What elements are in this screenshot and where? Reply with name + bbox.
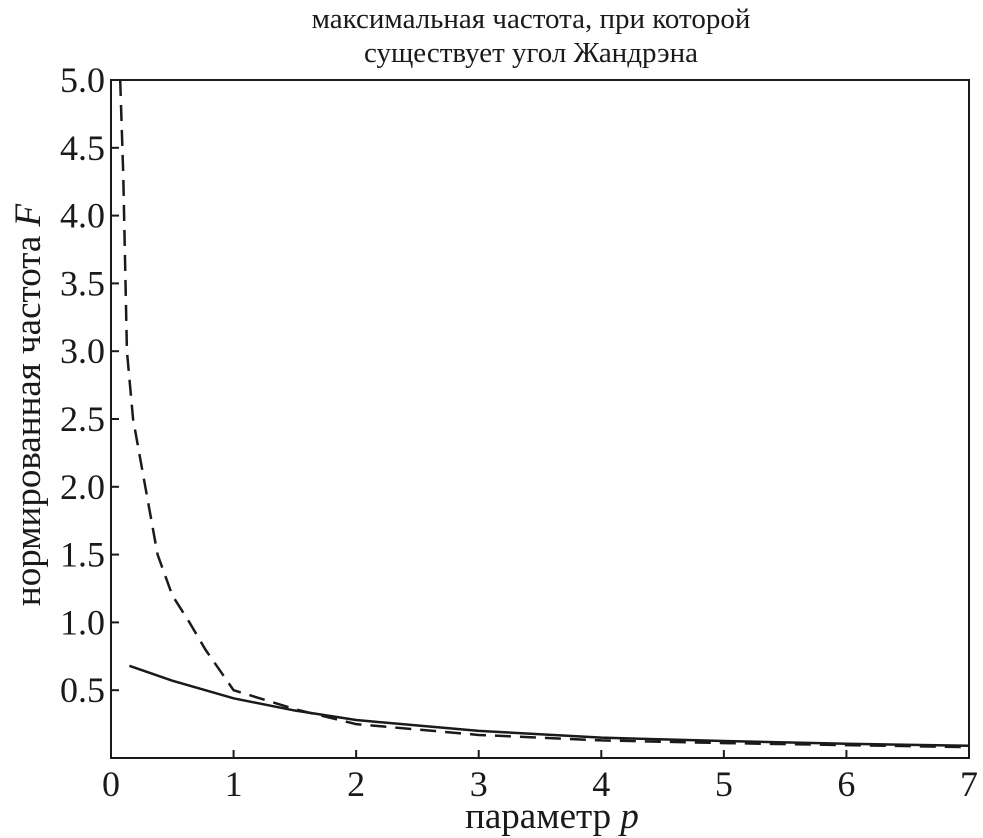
y-tick-label: 1.0 <box>60 602 105 642</box>
chart-title: существует угол Жандрэна <box>364 37 698 69</box>
y-tick-label: 5.0 <box>60 60 105 100</box>
x-tick-label: 0 <box>102 764 120 804</box>
plot-frame <box>110 79 970 759</box>
y-tick-label: 1.5 <box>60 535 105 575</box>
data-line <box>128 664 970 748</box>
x-axis-label: параметр p <box>465 796 639 837</box>
x-tick-label: 5 <box>715 764 733 804</box>
data-line <box>118 79 970 749</box>
x-tick-label: 3 <box>470 764 488 804</box>
y-tick-label: 3.5 <box>60 263 105 303</box>
y-tick-label: 0.5 <box>60 670 105 710</box>
x-axis-label-text: параметр <box>465 796 611 837</box>
y-tick-label: 4.5 <box>60 128 105 168</box>
y-axis-label-symbol: F <box>8 204 49 228</box>
x-tick-label: 7 <box>960 764 978 804</box>
y-axis-label-text: нормированная частота <box>8 236 49 606</box>
y-axis-label: нормированная частота F <box>8 204 49 607</box>
x-tick-label: 2 <box>347 764 365 804</box>
x-tick-label: 6 <box>837 764 855 804</box>
x-axis-label-symbol: p <box>617 796 639 837</box>
y-tick-label: 3.0 <box>60 331 105 371</box>
y-tick-label: 4.0 <box>60 196 105 236</box>
chart-title: максимальная частота, при которой <box>312 3 751 35</box>
x-tick-label: 4 <box>592 764 610 804</box>
x-tick-label: 1 <box>225 764 243 804</box>
y-tick-label: 2.0 <box>60 467 105 507</box>
y-tick-label: 2.5 <box>60 399 105 439</box>
